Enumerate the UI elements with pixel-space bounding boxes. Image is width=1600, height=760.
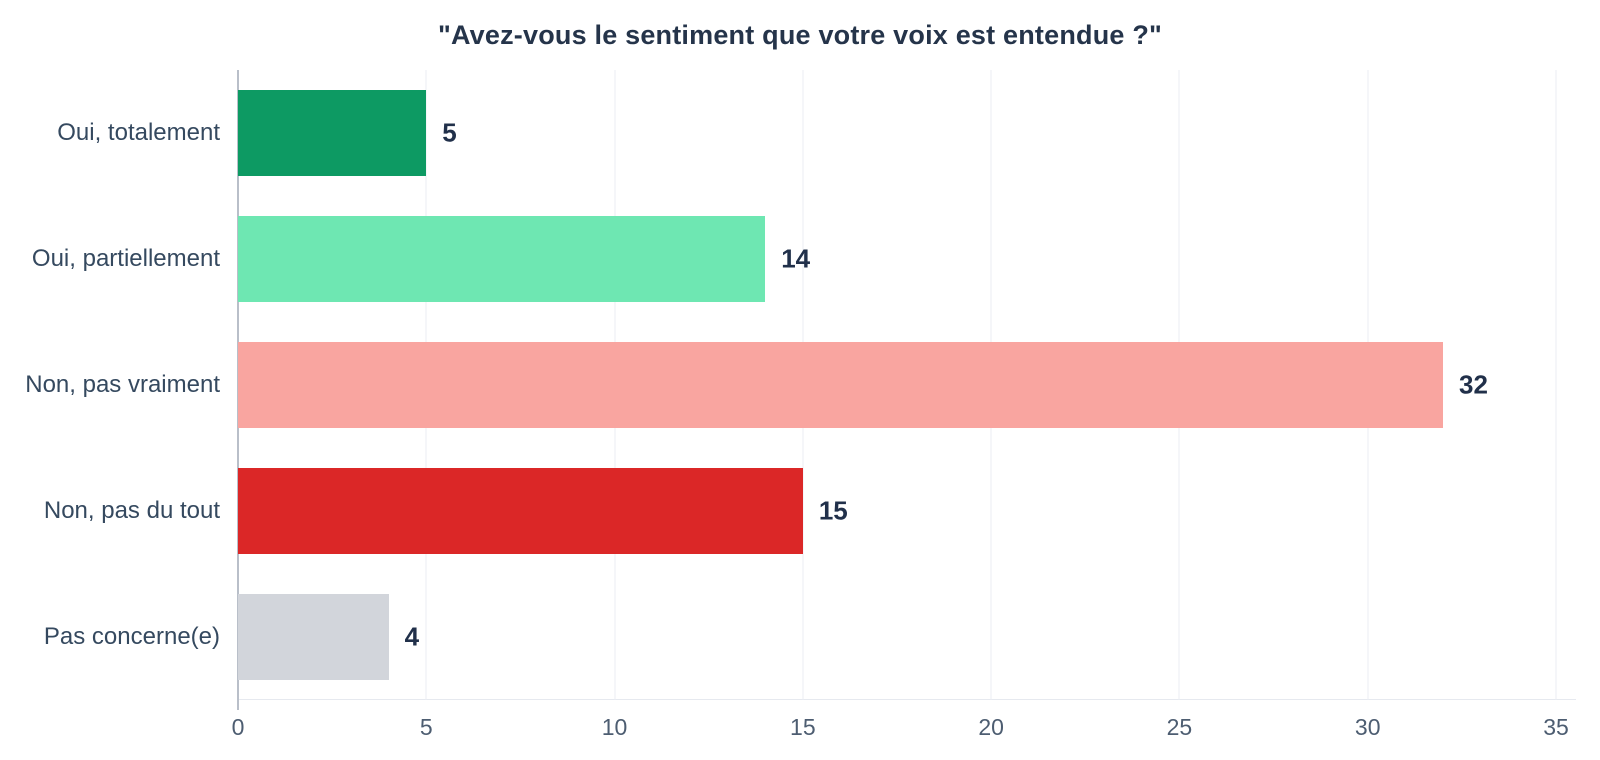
bar [238, 215, 766, 303]
bar [238, 467, 803, 555]
category-label: Pas concerne(e) [43, 623, 220, 650]
x-tick-label: 20 [978, 714, 1004, 740]
x-tick-label: 5 [419, 714, 433, 740]
value-label: 15 [818, 495, 848, 526]
value-label: 4 [404, 621, 420, 652]
bar-row: 4 [238, 574, 1556, 700]
category-label: Non, pas du tout [43, 497, 220, 524]
value-label: 14 [781, 243, 811, 274]
x-tick-label: 15 [790, 714, 816, 740]
bar [238, 89, 427, 177]
category-axis: Oui, totalement Oui, partiellement Non, pa… [0, 70, 220, 700]
x-tick-label: 0 [231, 714, 245, 740]
x-axis-baseline [238, 699, 1576, 700]
category-label: Non, pas vraiment [25, 371, 220, 398]
x-tick-label: 25 [1166, 714, 1193, 740]
bar-row: 15 [238, 448, 1556, 574]
bar [238, 593, 389, 681]
category-label: Oui, totalement [57, 119, 220, 146]
bar [238, 341, 1444, 429]
x-tick-label: 30 [1354, 714, 1381, 740]
plot-area: 5 14 32 15 4 0 5 10 15 20 25 30 35 [232, 70, 1576, 740]
category-label: Oui, partiellement [31, 245, 220, 272]
chart-title: "Avez-vous le sentiment que votre voix e… [437, 20, 1163, 50]
value-label: 32 [1459, 369, 1488, 400]
x-tick-label: 10 [601, 714, 628, 740]
gridline [1555, 70, 1557, 700]
value-label: 5 [442, 117, 457, 148]
bars-container: 5 14 32 15 4 [238, 70, 1556, 700]
bar-row: 5 [238, 70, 1556, 196]
bar-row: 32 [238, 322, 1556, 448]
x-tick-label: 35 [1543, 714, 1569, 740]
bar-row: 14 [238, 196, 1556, 322]
